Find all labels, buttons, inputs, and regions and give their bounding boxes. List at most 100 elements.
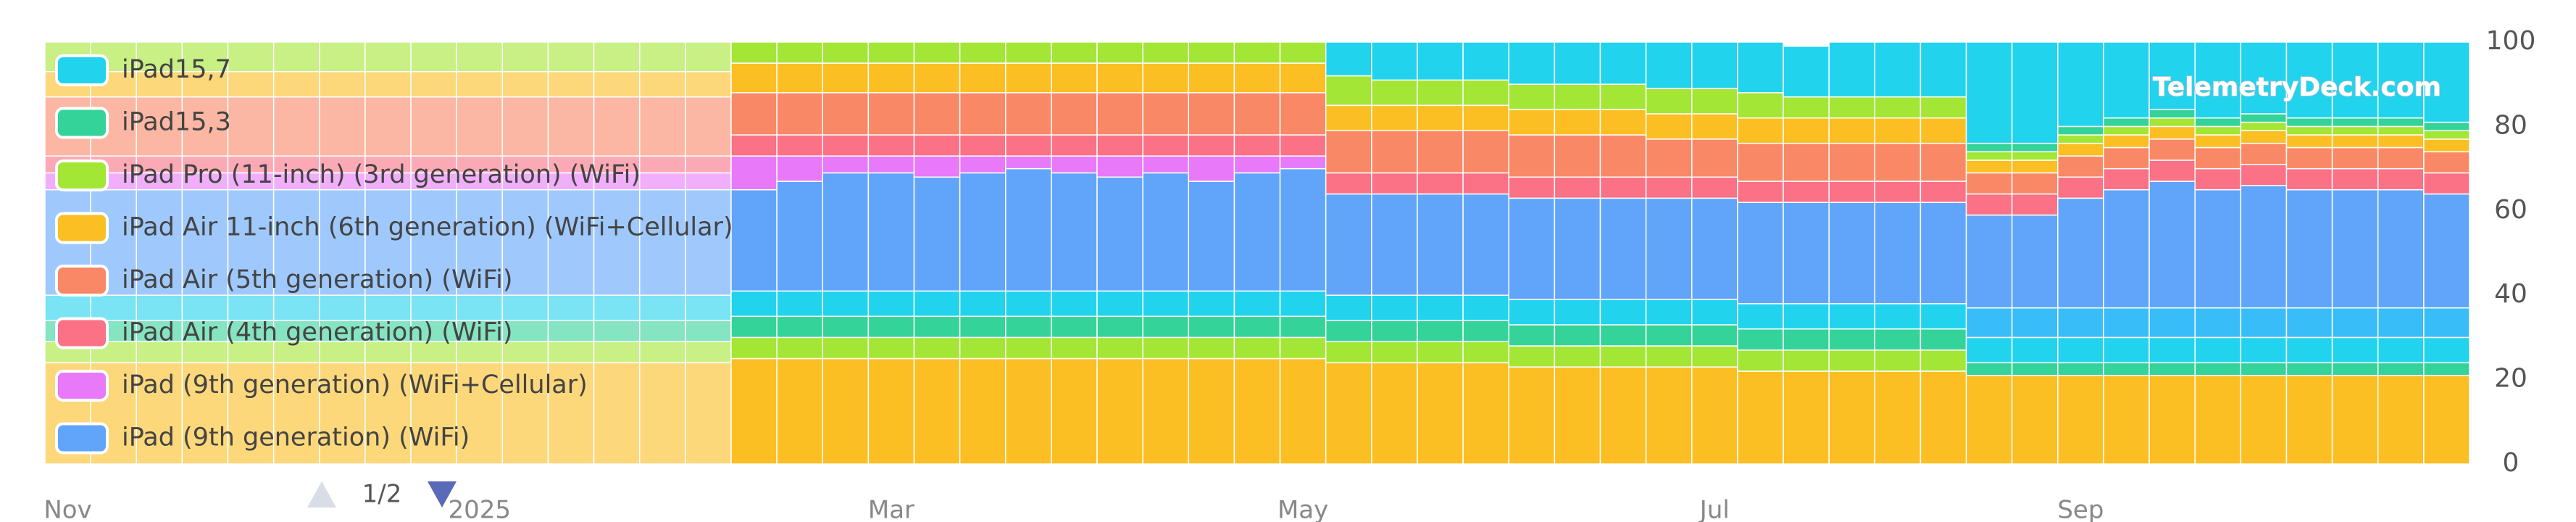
bar-segment [1417, 104, 1464, 131]
bar-segment [2240, 142, 2288, 165]
bar-segment [1233, 92, 1281, 136]
bar-segment [2331, 375, 2379, 465]
bar-segment [2240, 130, 2288, 144]
bar-segment [1691, 197, 1738, 300]
bar-segment [2240, 185, 2288, 309]
bar-segment [1783, 370, 1830, 465]
y-tick-label: 40 [2494, 279, 2527, 309]
legend-swatch [55, 107, 109, 139]
bar-segment [1920, 349, 1967, 372]
bar-segment [2103, 146, 2150, 170]
bar-segment [2285, 362, 2333, 376]
legend-next-button[interactable] [428, 481, 457, 508]
bar-segment [2377, 167, 2425, 191]
bar-segment [2057, 307, 2104, 339]
bar-segment [1233, 172, 1281, 292]
bar-segment [2057, 375, 2104, 465]
bar-segment [776, 62, 823, 94]
bar-segment [2057, 125, 2104, 136]
legend-label: iPad (9th generation) (WiFi+Cellular) [122, 370, 588, 399]
bar-segment [867, 134, 915, 157]
bar-segment [1599, 345, 1647, 368]
bar-segment [776, 357, 823, 465]
bar-segment [1737, 41, 1784, 94]
bar-segment [1645, 138, 1693, 178]
y-tick-label: 0 [2503, 448, 2519, 478]
bar-segment [456, 70, 504, 98]
bar-segment [913, 41, 961, 64]
legend-label: iPad15,3 [122, 108, 231, 137]
bar-segment [1096, 336, 1143, 360]
bar-segment [1508, 299, 1556, 326]
bar-segment [1965, 214, 2013, 309]
bar-segment [2148, 138, 2196, 161]
bar-segment [1417, 362, 1464, 465]
bar-segment [730, 41, 778, 64]
bar-segment [776, 134, 823, 157]
bar-segment [1188, 181, 1235, 292]
bar-segment [1233, 62, 1281, 94]
bar-segment [319, 96, 366, 157]
legend-label: iPad Air (5th generation) (WiFi) [122, 265, 513, 294]
bar-segment [1783, 117, 1830, 144]
bar-segment [272, 70, 320, 98]
bar-segment [1691, 41, 1738, 89]
bar-segment [1599, 109, 1647, 136]
bar-segment [2057, 336, 2104, 364]
bar-segment [181, 96, 229, 157]
bar-segment [1599, 83, 1647, 110]
bar-segment [1874, 202, 1922, 304]
bar-segment [1188, 155, 1235, 182]
bar-segment [1325, 130, 1372, 174]
bar-segment [1005, 336, 1052, 360]
bar-segment [319, 41, 366, 72]
bar-segment [1554, 176, 1601, 199]
bar-segment [1096, 134, 1143, 157]
bar-segment [2240, 164, 2288, 186]
bar-segment [822, 41, 870, 64]
bar-segment [1965, 160, 2013, 174]
bar-segment [2194, 188, 2242, 309]
bar-segment [2331, 362, 2379, 376]
bar-segment [1142, 336, 1190, 360]
bar-segment [1188, 315, 1235, 339]
bar-segment [181, 341, 229, 364]
bar-segment [1599, 299, 1647, 326]
bar-segment [1508, 134, 1556, 178]
bar-segment [959, 62, 1006, 94]
bar-segment [2331, 134, 2379, 149]
bar-segment [2011, 375, 2059, 465]
bar-segment [685, 70, 732, 98]
bar-segment [1554, 197, 1601, 300]
bar-segment [181, 362, 229, 465]
bar-segment [1920, 41, 1967, 98]
bar-segment [1051, 92, 1098, 136]
bar-segment [501, 362, 549, 465]
bar-segment [1737, 92, 1784, 119]
bar-segment [227, 70, 275, 98]
bar-segment [822, 155, 870, 174]
bar-segment [2057, 362, 2104, 376]
bar-segment [1005, 62, 1052, 94]
legend-prev-button[interactable] [307, 481, 336, 508]
bar-segment [776, 92, 823, 136]
bar-segment [1965, 375, 2013, 465]
bar-segment [227, 362, 275, 465]
bar-segment [2057, 142, 2104, 157]
bar-segment [1645, 41, 1693, 89]
bar-segment [2240, 113, 2288, 123]
bar-segment [1325, 320, 1372, 342]
bar-segment [547, 341, 595, 364]
bar-segment [1599, 134, 1647, 178]
bar-segment [1462, 193, 1509, 296]
bar-segment [1325, 341, 1372, 364]
bar-segment [1691, 345, 1738, 368]
bar-segment [2285, 336, 2333, 364]
bar-segment [2377, 188, 2425, 309]
bar-segment [1325, 41, 1372, 77]
bar-segment [2103, 41, 2150, 119]
bar-segment [456, 294, 504, 321]
bar-segment [1096, 41, 1143, 64]
bar-segment [2057, 197, 2104, 309]
